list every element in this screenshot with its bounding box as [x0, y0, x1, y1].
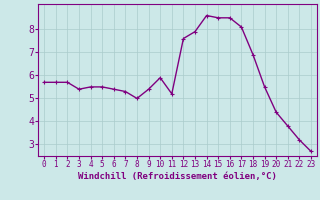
X-axis label: Windchill (Refroidissement éolien,°C): Windchill (Refroidissement éolien,°C)	[78, 172, 277, 181]
